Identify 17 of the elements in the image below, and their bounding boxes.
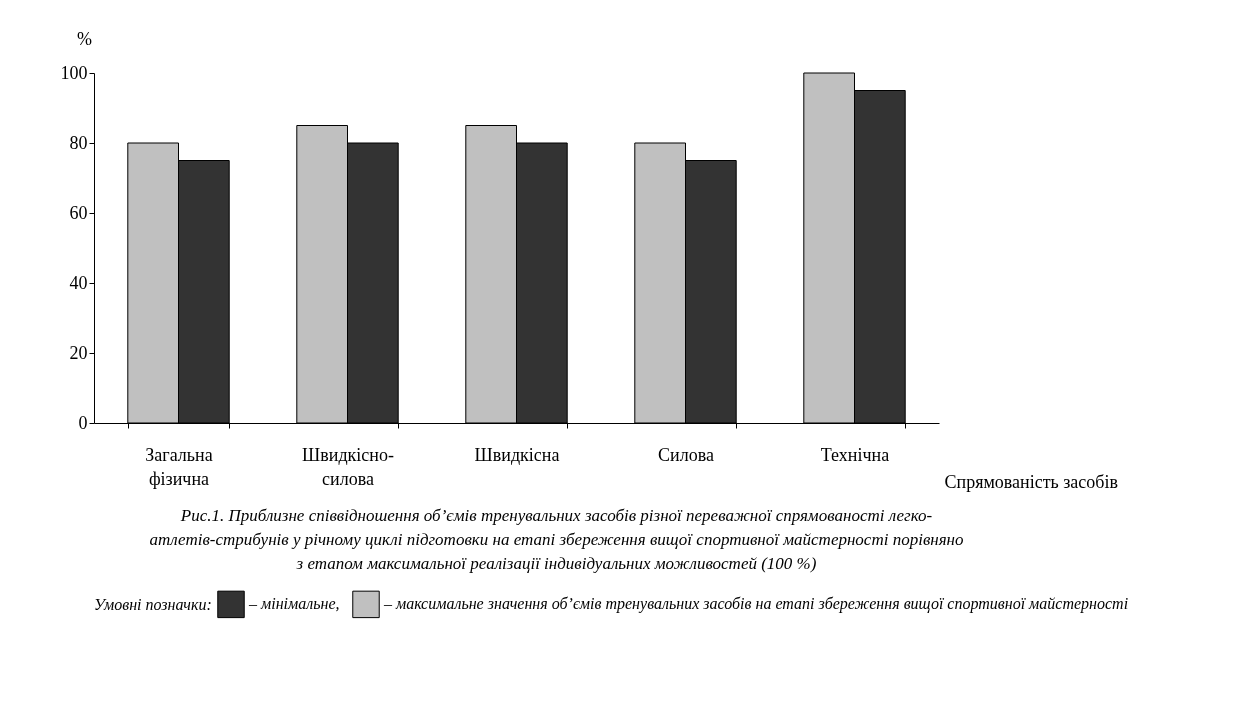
x-tick-label: Технічна bbox=[820, 444, 890, 465]
legend-label: – мінімальне, bbox=[248, 595, 340, 613]
y-tick-label: 60 bbox=[69, 202, 88, 223]
y-tick-label: 20 bbox=[69, 342, 88, 363]
x-tick-label: Загальна фізична bbox=[145, 444, 213, 489]
x-tick-label: Швидкісно-силова bbox=[302, 444, 394, 489]
x-axis-title: Спрямованість засобів bbox=[944, 471, 1119, 492]
legend-label: – максимальне значення об’ємів тренувальних засобів на етапі збереження вищої спортивної майстерності bbox=[383, 595, 1129, 614]
y-axis-title: % bbox=[77, 28, 92, 49]
y-tick-label: 80 bbox=[69, 132, 88, 153]
y-tick-label: 100 bbox=[60, 62, 88, 83]
legend-title: Умовні позначки: bbox=[94, 596, 212, 613]
y-tick-label: 0 bbox=[78, 412, 88, 433]
x-tick-label: Силова bbox=[658, 444, 714, 465]
y-tick-label: 40 bbox=[69, 272, 88, 293]
x-tick-label: Швидкісна bbox=[474, 444, 560, 465]
text: Рис.1. Приблизне співвідношення об’ємів тренувальних засобів різної переважної спрямованості легко-атлетів-стрибунів у річному циклі підготовки на етапі збереження вищої спортивної майстерності порівняно з етапом максимальної реалізації індивідуальних можливостей (100 %) bbox=[149, 506, 964, 573]
